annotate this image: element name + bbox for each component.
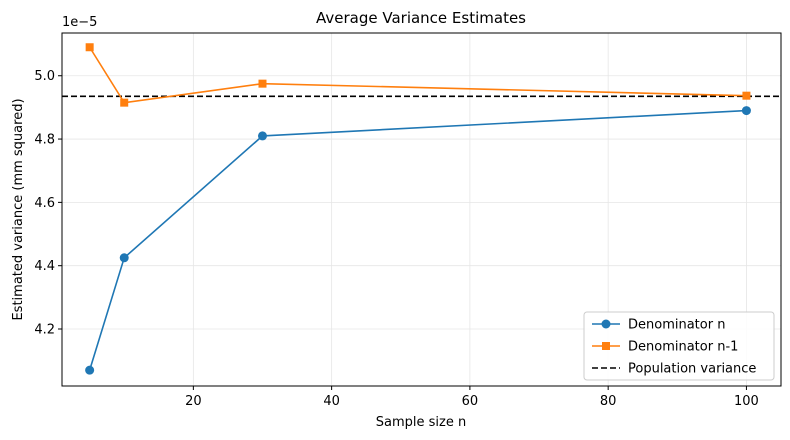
data-point: [85, 365, 95, 375]
x-tick-label: 100: [734, 394, 759, 409]
series-layer: [62, 43, 781, 375]
x-axis-title: Sample size n: [376, 415, 466, 430]
legend-box: [583, 311, 775, 381]
x-axis: 20 40 60 80 100: [185, 386, 759, 409]
series-denominator-n-minus-1: [85, 43, 751, 107]
data-point: [120, 98, 129, 107]
series-line: [88, 109, 747, 371]
y-tick-label: 4.8: [34, 133, 55, 148]
x-tick-label: 20: [185, 394, 202, 409]
legend-marker: [602, 342, 610, 350]
data-point: [85, 43, 94, 52]
x-tick-label: 40: [323, 394, 340, 409]
legend: Denominator n Denominator n-1 Population v…: [583, 311, 775, 381]
y-axis: 4.2 4.4 4.6 4.8 5.0: [34, 69, 62, 338]
data-point: [742, 91, 751, 100]
y-tick-label: 4.6: [34, 196, 55, 211]
data-point: [258, 79, 267, 88]
chart-title: Average Variance Estimates: [316, 9, 526, 27]
y-tick-label: 4.4: [34, 259, 55, 274]
data-point: [741, 106, 751, 116]
legend-item: Denominator n-1: [592, 340, 738, 355]
series-line: [88, 46, 747, 104]
legend-label: Denominator n-1: [628, 340, 738, 355]
y-tick-label: 4.2: [34, 323, 55, 338]
series-denominator-n: [85, 106, 751, 375]
legend-marker: [601, 319, 611, 329]
grid-lines: [62, 33, 781, 386]
data-point: [257, 131, 267, 141]
y-axis-title: Estimated variance (mm squared): [11, 98, 26, 320]
legend-label: Population variance: [628, 362, 756, 377]
y-offset-label: 1e−5: [62, 15, 97, 30]
legend-item: Denominator n: [592, 318, 725, 333]
legend-item: Population variance: [592, 362, 756, 377]
x-tick-label: 80: [600, 394, 617, 409]
data-point: [119, 253, 129, 263]
x-tick-label: 60: [462, 394, 479, 409]
plot-frame: [61, 32, 782, 387]
legend-label: Denominator n: [628, 318, 725, 333]
y-tick-label: 5.0: [34, 69, 55, 84]
